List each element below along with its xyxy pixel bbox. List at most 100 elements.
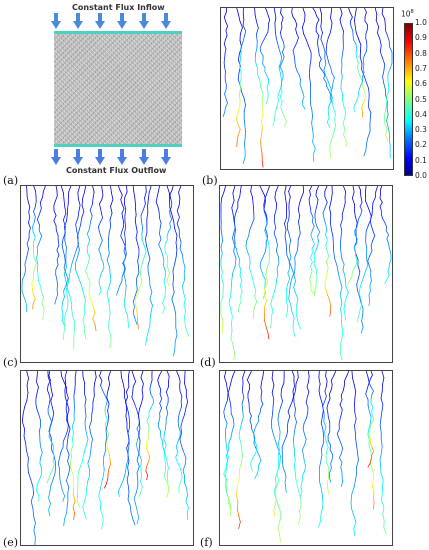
fracture-segment (333, 125, 336, 133)
fracture-segment (223, 467, 227, 475)
fracture-segment (246, 235, 250, 242)
fracture-segment (69, 268, 72, 276)
fracture-segment (163, 265, 166, 272)
fracture-segment (101, 212, 103, 219)
fracture-segment (342, 117, 346, 124)
fracture-segment (316, 15, 320, 21)
fracture-segment (371, 450, 375, 456)
fracture-segment (73, 328, 75, 336)
fracture-segment (85, 269, 89, 277)
panel-label-c: (c) (3, 356, 18, 369)
fracture-segment (230, 308, 233, 317)
fracture-segment (300, 87, 304, 93)
fracture-segment (239, 423, 242, 431)
fracture-segment (312, 148, 316, 156)
fracture-segment (247, 251, 251, 258)
fracture-segment (252, 453, 256, 459)
fracture-segment (104, 404, 107, 411)
fracture-segment (355, 473, 357, 481)
fracture-segment (306, 381, 309, 388)
fracture-segment (251, 218, 255, 225)
fracture-segment (297, 322, 301, 330)
fracture-segment (140, 470, 143, 477)
fracture-segment (220, 253, 223, 260)
fracture-segment (132, 381, 136, 388)
fracture-segment (307, 371, 310, 377)
fracture-segment (288, 234, 292, 241)
fracture-segment (119, 280, 123, 287)
fracture-segment (47, 412, 51, 419)
fracture-segment (382, 57, 386, 65)
fracture-segment (120, 235, 124, 241)
fracture-segment (279, 96, 283, 103)
fracture-segment (274, 491, 277, 499)
fracture-segment (99, 271, 103, 278)
fracture-segment (333, 250, 336, 259)
fracture-segment (27, 248, 29, 255)
fracture-segment (61, 376, 65, 383)
fracture-segment (106, 443, 109, 450)
fracture-segment (135, 208, 137, 216)
fracture-segment (276, 274, 279, 282)
fracture-segment (36, 490, 40, 497)
fracture-segment (278, 505, 282, 514)
fracture-segment (62, 296, 65, 304)
fracture-segment (39, 424, 42, 432)
fracture-segment (285, 311, 288, 318)
fracture-segment (381, 493, 383, 501)
fracture-segment (239, 462, 242, 470)
fracture-segment (72, 500, 76, 508)
fracture-segment (232, 345, 235, 354)
fracture-segment (380, 397, 384, 406)
fracture-segment (331, 82, 334, 89)
fracture-segment (328, 62, 332, 69)
fracture-network-d (220, 186, 392, 361)
fracture-segment (272, 399, 275, 407)
fracture-segment (48, 509, 51, 517)
fracture-segment (168, 227, 172, 233)
fracture-segment (228, 301, 231, 310)
fracture-segment (135, 292, 138, 300)
fracture-segment (183, 304, 187, 312)
fracture-segment (253, 437, 256, 442)
fracture-segment (230, 376, 233, 383)
fracture-segment (52, 412, 55, 420)
fracture-segment (302, 423, 305, 430)
fracture-segment (92, 306, 96, 313)
fracture-segment (157, 206, 160, 213)
fracture-segment (275, 244, 278, 252)
fracture-segment (166, 458, 168, 465)
fracture-segment (60, 371, 63, 377)
fracture-segment (175, 441, 179, 448)
fracture-segment (178, 191, 181, 199)
fracture-segment (340, 230, 343, 237)
fracture-segment (291, 8, 293, 13)
fracture-segment (146, 474, 149, 481)
fracture-segment (61, 314, 64, 321)
fracture-segment (135, 304, 138, 312)
fracture-segment (270, 298, 273, 305)
fracture-segment (48, 375, 51, 381)
fracture-segment (283, 436, 287, 443)
fracture-segment (384, 123, 388, 130)
fracture-segment (172, 270, 174, 279)
fracture-segment (384, 222, 387, 228)
fracture-segment (221, 191, 225, 199)
fracture-segment (124, 191, 128, 199)
fracture-segment (330, 379, 333, 386)
fracture-segment (327, 112, 330, 118)
fracture-segment (146, 212, 149, 220)
fracture-segment (105, 436, 108, 444)
fracture-segment (260, 113, 264, 122)
fracture-segment (370, 275, 372, 282)
fracture-segment (57, 462, 60, 470)
fracture-segment (267, 332, 270, 340)
fracture-segment (32, 293, 36, 300)
fracture-segment (285, 289, 288, 296)
fracture-segment (323, 218, 326, 225)
fracture-segment (127, 433, 130, 440)
fracture-segment (319, 58, 322, 64)
fracture-segment (320, 507, 324, 515)
fracture-segment (101, 186, 103, 191)
fracture-segment (355, 43, 358, 50)
